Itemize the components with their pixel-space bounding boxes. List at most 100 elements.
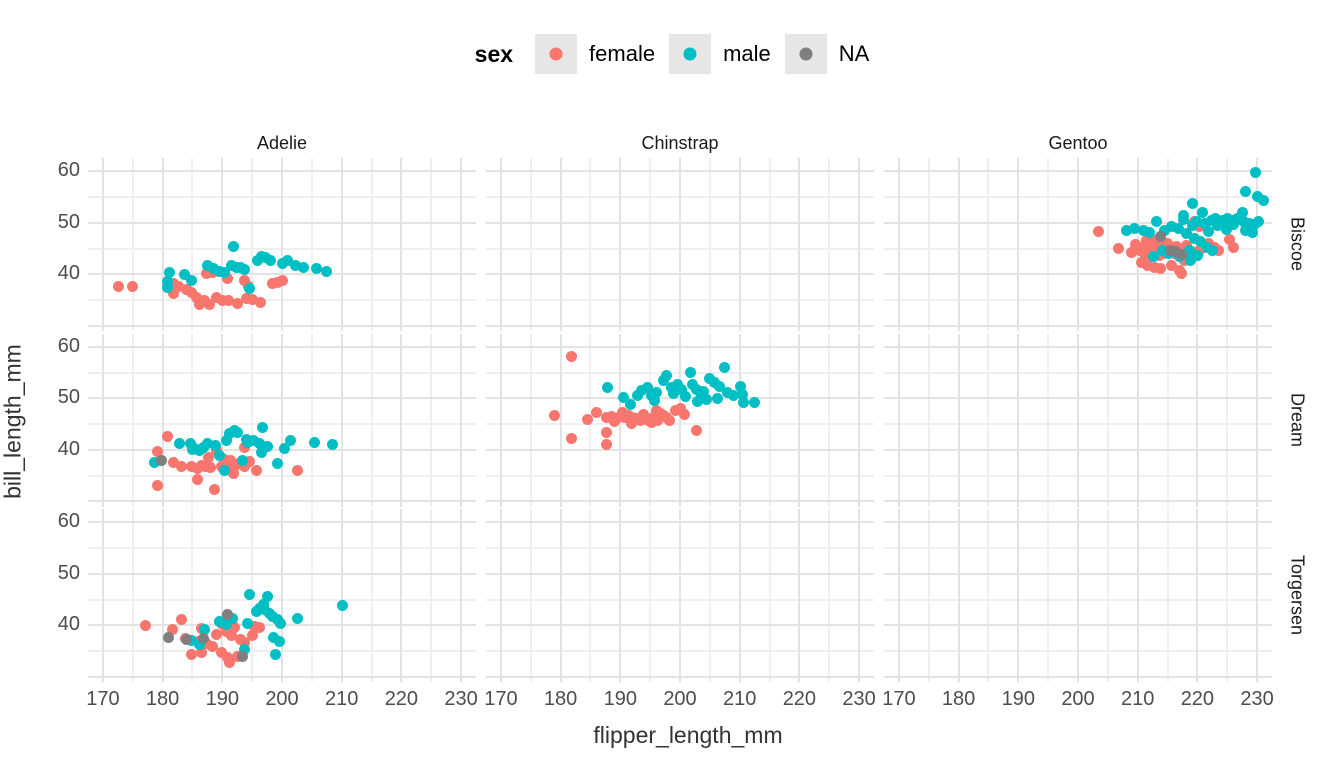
gridline-y: [884, 170, 1272, 173]
data-point-na: [1154, 231, 1166, 243]
gridline-x: [987, 158, 990, 331]
data-point-male: [220, 435, 232, 447]
data-point-female: [162, 431, 174, 443]
gridline-x: [221, 158, 224, 331]
data-point-male: [1240, 224, 1252, 236]
data-point-female: [276, 275, 288, 287]
data-point-female: [548, 410, 560, 422]
data-point-na: [197, 633, 209, 645]
data-point-female: [238, 275, 250, 287]
gridline-y: [88, 324, 476, 327]
data-point-male: [737, 388, 749, 400]
data-point-male: [1246, 226, 1258, 238]
gridline-y: [884, 221, 1272, 224]
data-point-male: [297, 261, 309, 273]
data-point-male: [701, 393, 713, 405]
data-point-male: [737, 396, 749, 408]
gridline-y: [884, 572, 1272, 575]
data-point-female: [217, 295, 229, 307]
data-point-female: [601, 426, 613, 438]
data-point-female: [1125, 247, 1137, 259]
data-point-male: [661, 370, 673, 382]
data-point-male: [1210, 212, 1222, 224]
data-point-na: [1165, 245, 1177, 257]
data-point-female: [234, 634, 246, 646]
data-point-male: [1212, 219, 1224, 231]
gridline-x: [1226, 333, 1229, 507]
gridline-x: [1166, 333, 1169, 507]
data-point-male: [1199, 217, 1211, 229]
data-point-female: [1165, 259, 1177, 271]
data-point-female: [225, 455, 237, 467]
x-tick-label: 170: [86, 688, 120, 710]
data-point-male: [253, 438, 265, 450]
gridline-x: [957, 509, 960, 682]
data-point-female: [255, 296, 266, 308]
gridline-y: [884, 397, 1272, 400]
facet-strip-chinstrap: Chinstrap: [641, 132, 719, 153]
data-point-female: [650, 404, 662, 416]
data-point-male: [1187, 220, 1199, 232]
data-point-male: [1249, 167, 1261, 179]
gridline-x: [708, 333, 711, 507]
gridline-x: [1017, 333, 1020, 507]
gridline-y: [486, 521, 874, 524]
data-point-female: [1148, 261, 1160, 273]
gridline-y: [88, 675, 476, 678]
data-point-male: [289, 259, 301, 271]
legend-key-na: [784, 34, 827, 74]
data-point-female: [1228, 241, 1240, 253]
data-point-male: [676, 383, 688, 395]
x-tick-label: 200: [663, 688, 697, 710]
data-point-female: [225, 629, 237, 641]
data-point-male: [1180, 228, 1192, 240]
facet-strip-torgersen: Torgersen: [1287, 555, 1308, 636]
data-point-female: [246, 629, 258, 641]
data-point-female: [185, 287, 197, 299]
gridline-x: [927, 509, 930, 682]
data-point-female: [210, 629, 222, 641]
gridline-y: [884, 345, 1272, 348]
data-point-female: [223, 294, 235, 306]
data-point-male: [1195, 236, 1207, 248]
data-point-female: [228, 468, 240, 480]
x-tick-label: 190: [603, 688, 637, 710]
data-point-male: [210, 440, 222, 452]
data-point-male: [1177, 213, 1189, 225]
legend-label: NA: [838, 41, 870, 66]
data-point-male: [1188, 232, 1200, 244]
data-point-male: [268, 632, 280, 644]
data-point-male: [1207, 244, 1219, 256]
data-point-female: [218, 453, 230, 465]
data-point-female: [239, 461, 251, 473]
data-point-female: [185, 460, 197, 472]
data-point-female: [1175, 268, 1187, 280]
y-tick-label: 50: [57, 210, 80, 233]
data-point-male: [1228, 218, 1240, 230]
data-point-male: [255, 446, 267, 458]
data-point-male: [240, 434, 252, 446]
data-point-na: [155, 455, 167, 467]
x-tick-label: 230: [1240, 688, 1274, 710]
data-point-female: [195, 459, 207, 471]
gridline-x: [589, 158, 592, 331]
gridline-x: [191, 158, 194, 331]
gridline-x: [101, 509, 104, 682]
data-point-male: [1129, 223, 1141, 235]
data-point-female: [112, 280, 124, 292]
gridline-y: [88, 397, 476, 400]
gridline-y: [486, 221, 874, 224]
gridline-x: [131, 158, 134, 331]
gridline-y: [486, 448, 874, 451]
gridline-x: [858, 509, 861, 682]
data-point-male: [735, 381, 747, 393]
gridline-x: [708, 509, 711, 682]
y-tick-label: 40: [57, 437, 80, 460]
data-point-male: [1231, 212, 1243, 224]
gridline-x: [191, 333, 194, 507]
gridline-x: [1256, 509, 1259, 682]
legend: sex female male NA: [0, 30, 1344, 78]
y-axis-title: bill_length_mm: [0, 344, 26, 499]
data-point-male: [272, 458, 284, 470]
data-point-female: [167, 623, 179, 635]
